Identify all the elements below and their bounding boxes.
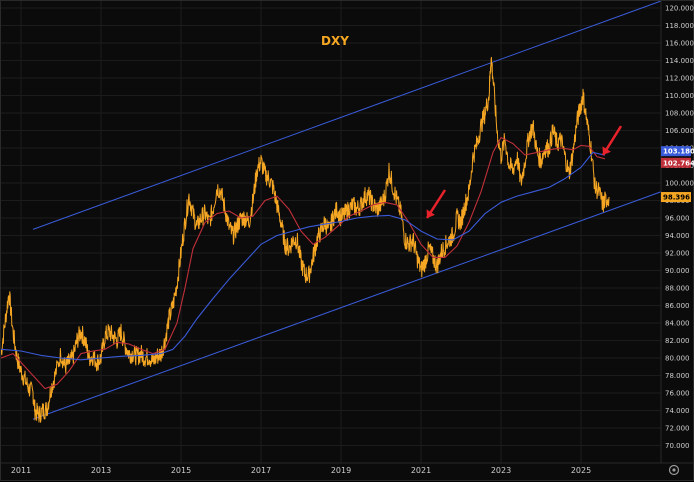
price-tick-label: 70.000 — [665, 442, 690, 450]
price-tag-bg — [661, 146, 691, 157]
time-tick-label: 2015 — [171, 466, 191, 475]
price-tag-bg — [661, 192, 691, 203]
price-tick-label: 86.000 — [665, 302, 690, 310]
price-tick-label: 96.000 — [665, 215, 690, 223]
time-tick-label: 2011 — [11, 466, 31, 475]
price-tick-label: 76.000 — [665, 390, 690, 398]
gear-icon[interactable] — [668, 464, 680, 476]
time-tick-label: 2019 — [331, 466, 351, 475]
price-tick-label: 106.000 — [665, 127, 694, 135]
price-axis[interactable]: 120.000 118.000 116.000 114.000 112.000 110.0… — [665, 5, 694, 451]
price-tick-label: 80.000 — [665, 355, 690, 363]
channel-line — [32, 191, 662, 420]
arrow-head — [602, 146, 611, 155]
price-tick-label: 94.000 — [665, 232, 690, 240]
price-tag-label: 98.396 — [663, 194, 690, 202]
price-tick-label: 100.000 — [665, 180, 694, 188]
price-tag-label: 103.180 — [663, 148, 694, 156]
price-tag: 103.180 — [661, 146, 694, 157]
chart-title: DXY — [321, 34, 349, 48]
channel-lines — [32, 1, 662, 420]
arrow-head — [426, 209, 435, 218]
price-tick-label: 110.000 — [665, 92, 694, 100]
time-tick-label: 2021 — [411, 466, 431, 475]
price-tags: 103.180 102.764 98.396 — [661, 146, 694, 203]
price-tick-label: 72.000 — [665, 425, 690, 433]
price-tag: 102.764 — [661, 157, 694, 168]
time-tick-label: 2025 — [571, 466, 591, 475]
red-arrow — [601, 125, 623, 156]
price-tick-label: 112.000 — [665, 75, 694, 83]
price-tick-label: 92.000 — [665, 250, 690, 258]
price-tick-label: 120.000 — [665, 5, 694, 13]
time-tick-label: 2013 — [91, 466, 111, 475]
price-tick-label: 88.000 — [665, 285, 690, 293]
price-tick-label: 108.000 — [665, 110, 694, 118]
price-tick-label: 82.000 — [665, 337, 690, 345]
price-tag: 98.396 — [661, 192, 691, 203]
moving-average-line — [1, 136, 606, 390]
annotation-arrows — [425, 125, 623, 219]
price-tag-bg — [661, 157, 691, 168]
price-tick-label: 90.000 — [665, 267, 690, 275]
time-axis[interactable]: 2011 2013 2015 2017 2019 2021 2023 2025 — [11, 466, 591, 475]
price-tag-label: 102.764 — [663, 159, 694, 167]
red-arrow — [425, 189, 447, 219]
series-lines — [1, 56, 610, 423]
moving-average-line — [1, 151, 606, 361]
price-tick-label: 74.000 — [665, 407, 690, 415]
time-tick-label: 2017 — [251, 466, 271, 475]
price-tick-label: 118.000 — [665, 22, 694, 30]
price-tick-label: 116.000 — [665, 40, 694, 48]
price-tick-label: 84.000 — [665, 320, 690, 328]
price-tick-label: 78.000 — [665, 372, 690, 380]
time-tick-label: 2023 — [491, 466, 511, 475]
price-series-line — [1, 56, 610, 423]
channel-line — [32, 1, 662, 230]
price-tick-label: 114.000 — [665, 57, 694, 65]
